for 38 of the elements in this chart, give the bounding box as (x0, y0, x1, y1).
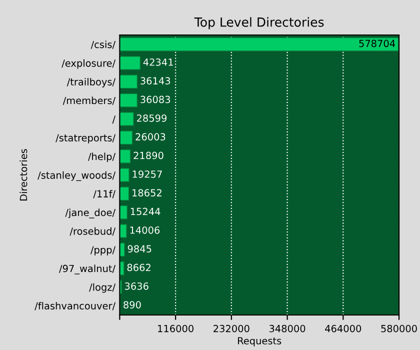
y-tick-label: /rosebud/ (70, 227, 116, 236)
data-label: 8662 (127, 264, 150, 272)
x-tick-label: 464000 (325, 324, 362, 332)
x-axis-title: Requests (238, 337, 282, 346)
y-tick-label: /logz/ (89, 283, 116, 293)
data-label: 15244 (130, 208, 160, 216)
data-label: 26003 (136, 133, 166, 140)
data-label: 9845 (128, 245, 152, 252)
y-axis-title: Directories (20, 149, 28, 200)
data-label: 28599 (136, 114, 167, 122)
x-tick-label: 348000 (269, 324, 306, 332)
data-label: 19257 (132, 170, 162, 178)
y-tick-label: /97_walnut/ (59, 264, 116, 274)
chart-title: Top Level Directories (194, 17, 324, 30)
y-tick-label: /statreports/ (56, 134, 116, 144)
data-label: 890 (124, 301, 141, 308)
data-label: 18652 (132, 189, 162, 196)
y-tick-label: /stanley_woods/ (38, 171, 116, 181)
x-tick-label: 116000 (158, 324, 194, 332)
data-label: 36083 (140, 96, 170, 104)
data-label: 14006 (130, 226, 160, 234)
y-tick-label: /explosure/ (62, 59, 116, 69)
data-label: 578704 (359, 40, 396, 48)
y-tick-label: /11f/ (93, 190, 116, 198)
data-label: 21890 (134, 152, 164, 160)
y-tick-label: /flashvancouver/ (34, 302, 116, 310)
y-tick-label: /ppp/ (90, 246, 116, 256)
y-tick-label: /members/ (62, 96, 116, 105)
x-tick-label: 232000 (214, 324, 250, 332)
y-tick-label: / (112, 116, 116, 124)
y-tick-label: /trailboys/ (66, 78, 116, 88)
data-label: 42341 (143, 58, 173, 66)
y-tick-label: /csis/ (90, 40, 116, 49)
y-tick-label: /help/ (88, 152, 116, 162)
data-label: 3636 (124, 282, 148, 290)
y-tick-label: /jane_doe/ (65, 208, 116, 218)
data-label: 36143 (140, 77, 170, 84)
x-tick-label: 580000 (381, 324, 417, 332)
